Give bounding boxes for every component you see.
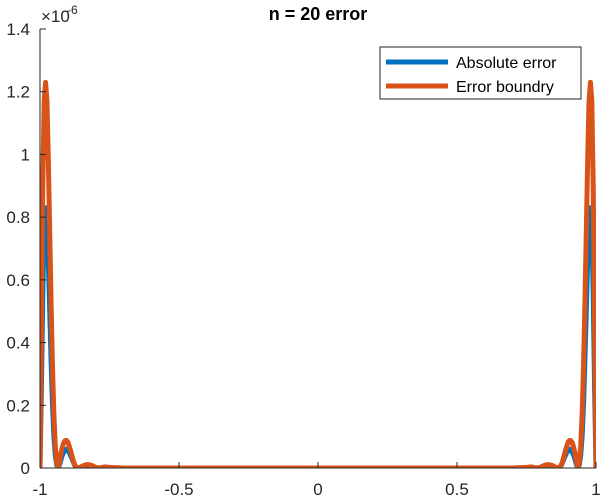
series-line-error-boundry <box>40 79 596 468</box>
y-tick-label: 0.6 <box>6 271 30 290</box>
legend-label: Error boundry <box>456 79 554 96</box>
y-exponent-base: ×10 <box>41 7 70 26</box>
legend-label: Absolute error <box>456 55 557 72</box>
legend: Absolute error Error boundry <box>379 46 582 100</box>
y-tick-label: 0 <box>21 459 30 478</box>
y-tick-label: 1.4 <box>6 20 30 39</box>
x-tick-label: -0.5 <box>164 480 193 499</box>
axes-layer: -1 -0.5 0 0.5 1 0 0.2 0.4 0.6 0.8 1 1.2 1.4 <box>6 20 600 499</box>
legend-box <box>379 46 582 100</box>
y-tick-label: 0.8 <box>6 208 30 227</box>
y-tick-label: 1 <box>21 145 30 164</box>
y-axis-exponent: ×10 -6 <box>41 3 78 26</box>
y-tick-label: 0.2 <box>6 396 30 415</box>
x-tick-label: -1 <box>32 480 47 499</box>
x-tick-label: 0.5 <box>445 480 469 499</box>
series-layer <box>40 79 596 468</box>
x-tick-label: 0 <box>313 480 322 499</box>
y-exponent-power: -6 <box>67 3 78 17</box>
plot-area <box>40 29 596 468</box>
chart-title: n = 20 error <box>269 4 368 24</box>
y-tick-label: 1.2 <box>6 83 30 102</box>
y-tick-label: 0.4 <box>6 334 30 353</box>
x-tick-label: 1 <box>591 480 600 499</box>
